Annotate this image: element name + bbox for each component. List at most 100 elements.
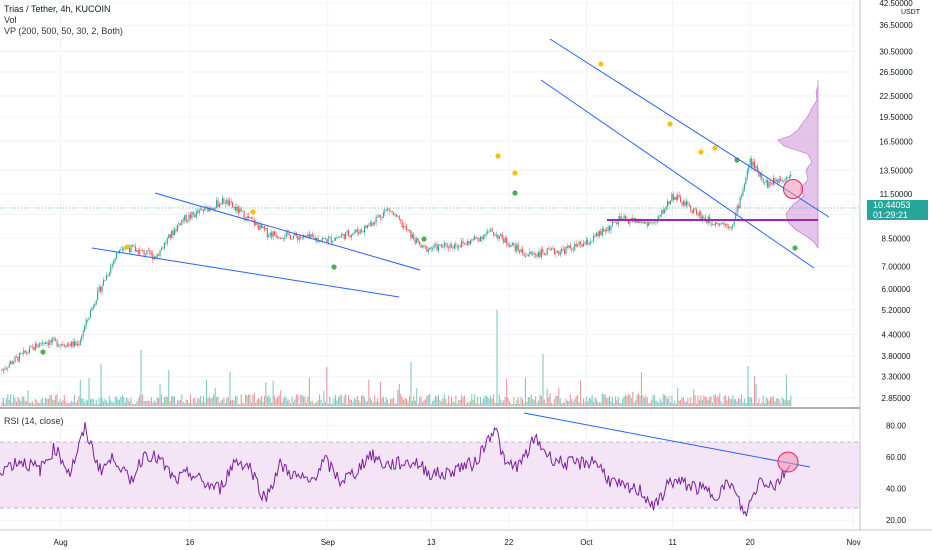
candle-body [413, 234, 415, 240]
candle-body [403, 225, 405, 228]
time-axis-tick-label: 11 [668, 538, 677, 547]
candle-body [13, 361, 15, 364]
time-axis[interactable]: Aug16Sep1322Oct1120Nov15Dec1322 [0, 529, 932, 547]
volume-bar [39, 402, 41, 406]
candle-body [85, 319, 87, 327]
rsi-trendline[interactable] [523, 412, 811, 468]
candle-body [622, 218, 624, 220]
volume-bar [606, 397, 608, 406]
wedge-lower-trendline[interactable] [91, 247, 400, 298]
candle-body [552, 248, 554, 250]
candle-body [549, 249, 551, 250]
volume-bar [129, 401, 131, 406]
candle-body [609, 226, 611, 231]
volume-bar [487, 396, 489, 406]
volume-bar [60, 401, 62, 406]
candle-body [37, 346, 39, 348]
candle-body [500, 234, 502, 236]
candle-body [490, 228, 492, 231]
volume-bar [178, 400, 180, 406]
volume-bar [13, 394, 15, 406]
volume-bar [542, 354, 544, 406]
candle-body [781, 180, 783, 182]
volume-bar [91, 398, 93, 406]
candle-body [659, 215, 661, 216]
volume-bar [200, 395, 202, 406]
volume-bar [348, 395, 350, 406]
candle-body [356, 229, 358, 233]
candle-body [339, 236, 341, 238]
volume-bar [316, 402, 318, 406]
volume-bar [450, 396, 453, 406]
volume-bar [481, 402, 483, 406]
volume-bar [664, 394, 666, 406]
candle-body [391, 211, 393, 213]
volume-bar [224, 403, 226, 406]
volume-bar [65, 401, 67, 406]
candle-body [298, 236, 300, 240]
volume-bar [126, 397, 128, 406]
channel-upper-trendline[interactable] [549, 38, 830, 218]
trendlines[interactable] [91, 38, 830, 298]
volume-bar [303, 396, 305, 406]
channel-lower-trendline[interactable] [540, 79, 815, 269]
volume-bar [513, 397, 515, 406]
candle-body [424, 246, 426, 248]
candle-body [323, 237, 325, 239]
candle-body [587, 239, 589, 245]
candle-body [66, 343, 68, 347]
candle-body [33, 346, 35, 351]
volume-bar [446, 403, 448, 406]
wedge-upper-trendline[interactable] [154, 192, 421, 271]
candle-body [82, 331, 84, 336]
candle-body [619, 216, 621, 220]
candle-body [53, 338, 55, 340]
volume-bar [23, 396, 25, 406]
candle-body [478, 238, 480, 242]
volume-bar [300, 395, 302, 406]
candle-body [558, 250, 560, 255]
candle-body [288, 231, 290, 236]
volume-bar [533, 399, 535, 406]
volume-bar [614, 396, 616, 406]
candle-body [401, 220, 403, 228]
candle-body [555, 252, 557, 254]
volume-bar [379, 381, 381, 406]
candle-body [149, 250, 151, 255]
candle-body [292, 236, 294, 239]
volume-bar [232, 399, 234, 406]
rsi-highlight-circle[interactable] [777, 451, 799, 473]
candle-body [310, 234, 312, 238]
volume-bar [218, 402, 221, 406]
candle-body [279, 237, 281, 239]
volume-bar [11, 402, 13, 406]
volume-bar [609, 395, 611, 406]
volume-bar [594, 397, 596, 406]
candle-body [71, 341, 73, 347]
volume-bar [281, 402, 283, 406]
volume-bar [752, 403, 754, 406]
candle-body [651, 222, 653, 224]
candle-body [696, 209, 698, 215]
price-axis[interactable]: 2.85000 3.30000 3.80000 4.40000 5.20000 6.000… [859, 0, 932, 550]
candle-body [595, 232, 598, 236]
price-highlight-circle[interactable] [783, 179, 803, 199]
volume-bar [722, 403, 724, 406]
volume-bar [269, 397, 271, 406]
candle-body [388, 208, 390, 211]
volume-bar [526, 401, 528, 406]
volume-bar [324, 401, 326, 406]
volume-bar [510, 403, 512, 406]
candle-body [653, 222, 656, 224]
volume-bar [611, 396, 613, 406]
candle-body [94, 304, 96, 307]
candle-body [223, 198, 225, 203]
pivot-high-marker [698, 149, 704, 155]
candle-body [572, 249, 574, 251]
pivot-low-marker [331, 264, 337, 270]
volume-bar [693, 389, 695, 406]
volume-bar [262, 401, 264, 406]
volume-bar [469, 400, 471, 406]
candle-body [11, 361, 13, 364]
